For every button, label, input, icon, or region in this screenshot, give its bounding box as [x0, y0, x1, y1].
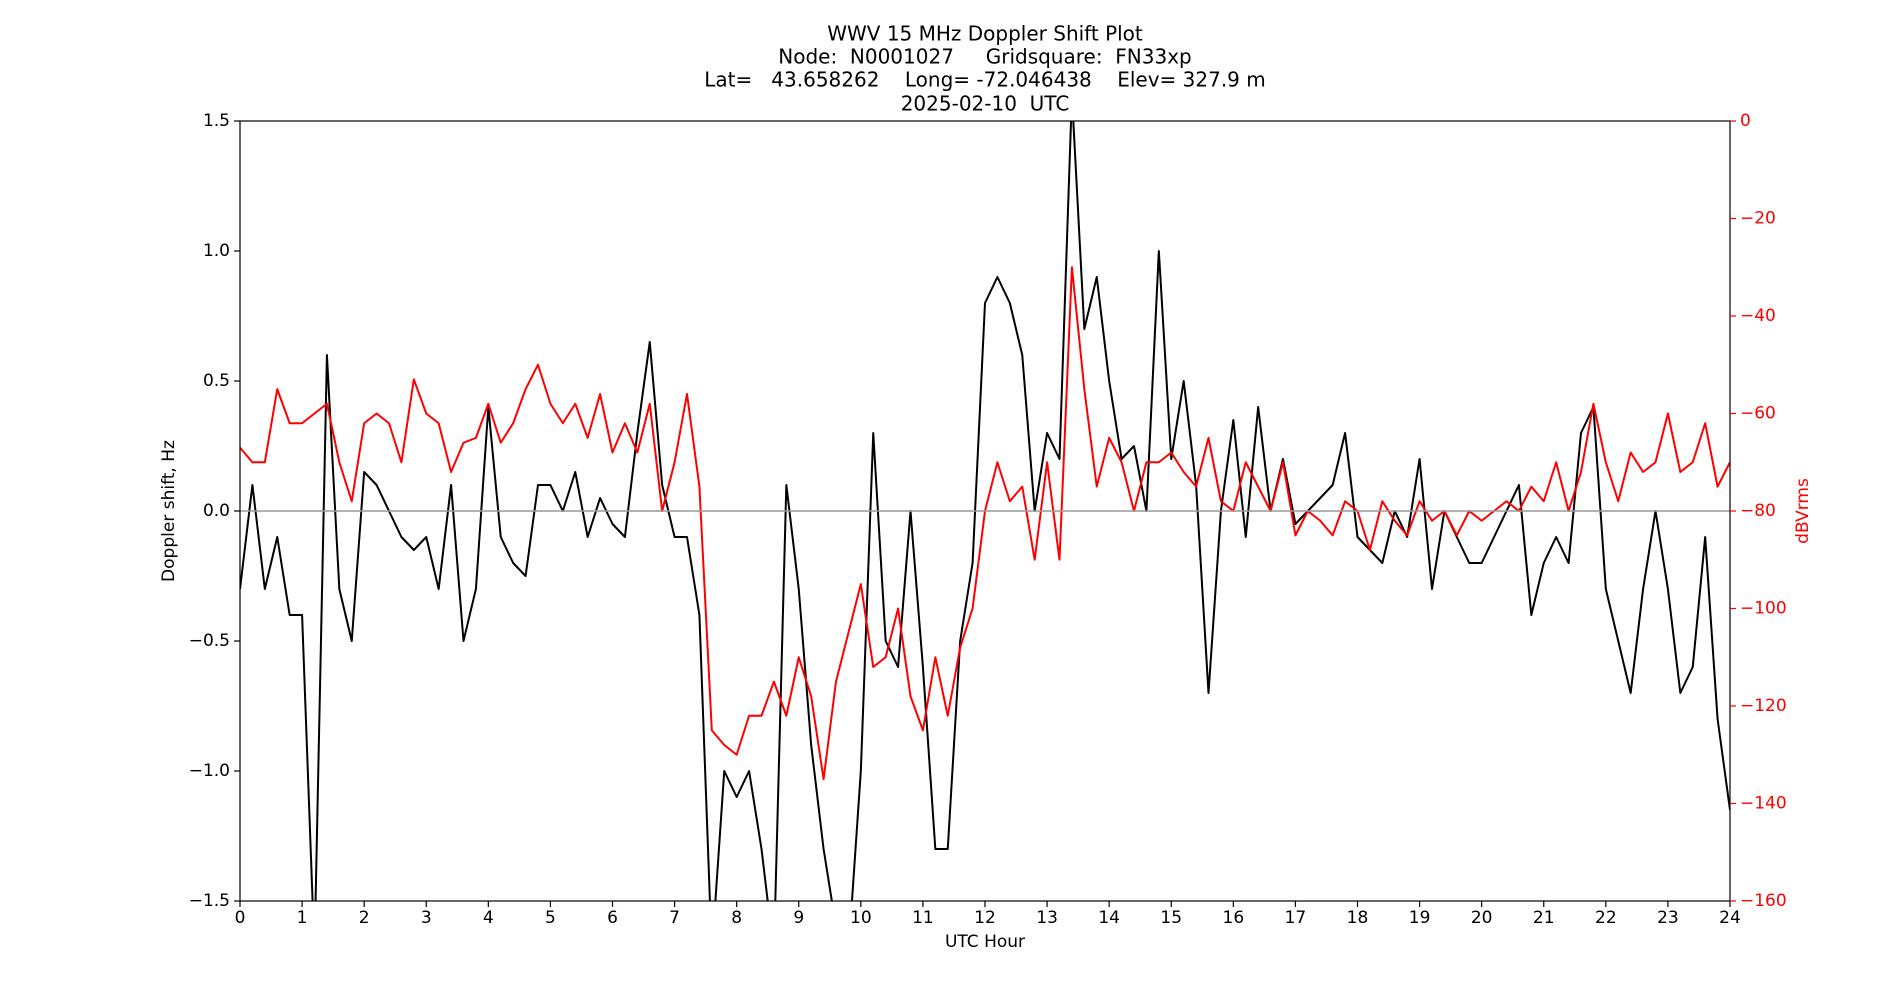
x-tick-label: 1 [297, 908, 308, 928]
y-tick-label: −0.5 [189, 631, 230, 651]
y2-tick-label: −40 [1740, 306, 1776, 326]
y2-tick-label: −60 [1740, 404, 1776, 424]
x-tick-label: 0 [235, 908, 246, 928]
y2-tick-label: −20 [1740, 209, 1776, 229]
chart-subtitle: Lat= 43.658262 Long= -72.046438 Elev= 32… [704, 68, 1266, 92]
x-tick-label: 2 [359, 908, 370, 928]
x-tick-label: 20 [1471, 908, 1493, 928]
y-axis-label: Doppler shift, Hz [159, 440, 179, 582]
y2-tick-label: 0 [1740, 111, 1751, 131]
x-tick-label: 8 [731, 908, 742, 928]
x-tick-label: 24 [1719, 908, 1741, 928]
chart-subtitle: Node: N0001027 Gridsquare: FN33xp [778, 45, 1191, 69]
y-tick-label: −1.5 [189, 891, 230, 911]
x-tick-label: 19 [1409, 908, 1431, 928]
x-tick-label: 10 [850, 908, 872, 928]
y-tick-label: 1.5 [203, 111, 230, 131]
x-tick-label: 21 [1533, 908, 1555, 928]
plot-area [240, 121, 1730, 901]
x-tick-label: 13 [1036, 908, 1058, 928]
x-axis-label: UTC Hour [945, 932, 1025, 952]
y-tick-label: −1.0 [189, 761, 230, 781]
y2-tick-label: −140 [1740, 794, 1787, 814]
y-tick-label: 1.0 [203, 241, 230, 261]
x-tick-label: 22 [1595, 908, 1617, 928]
x-tick-label: 16 [1223, 908, 1245, 928]
x-tick-label: 17 [1285, 908, 1307, 928]
x-tick-label: 18 [1347, 908, 1369, 928]
y-tick-label: 0.5 [203, 371, 230, 391]
y2-tick-label: −120 [1740, 696, 1787, 716]
series-line [240, 121, 1730, 901]
x-tick-label: 7 [669, 908, 680, 928]
series-line [240, 266, 1730, 781]
x-tick-label: 9 [793, 908, 804, 928]
chart-subtitle: 2025-02-10 UTC [901, 92, 1070, 116]
x-tick-label: 6 [607, 908, 618, 928]
x-tick-label: 23 [1657, 908, 1679, 928]
y2-axis-label: dBVrms [1793, 478, 1813, 544]
chart-title: WWV 15 MHz Doppler Shift Plot [827, 22, 1143, 46]
y2-tick-label: −160 [1740, 891, 1787, 911]
x-tick-label: 3 [421, 908, 432, 928]
y-tick-label: 0.0 [203, 501, 230, 521]
y2-tick-label: −100 [1740, 599, 1787, 619]
x-tick-label: 5 [545, 908, 556, 928]
x-tick-label: 4 [483, 908, 494, 928]
x-tick-label: 12 [974, 908, 996, 928]
y2-tick-label: −80 [1740, 501, 1776, 521]
x-tick-label: 15 [1160, 908, 1182, 928]
x-tick-label: 11 [912, 908, 934, 928]
x-tick-label: 14 [1098, 908, 1120, 928]
